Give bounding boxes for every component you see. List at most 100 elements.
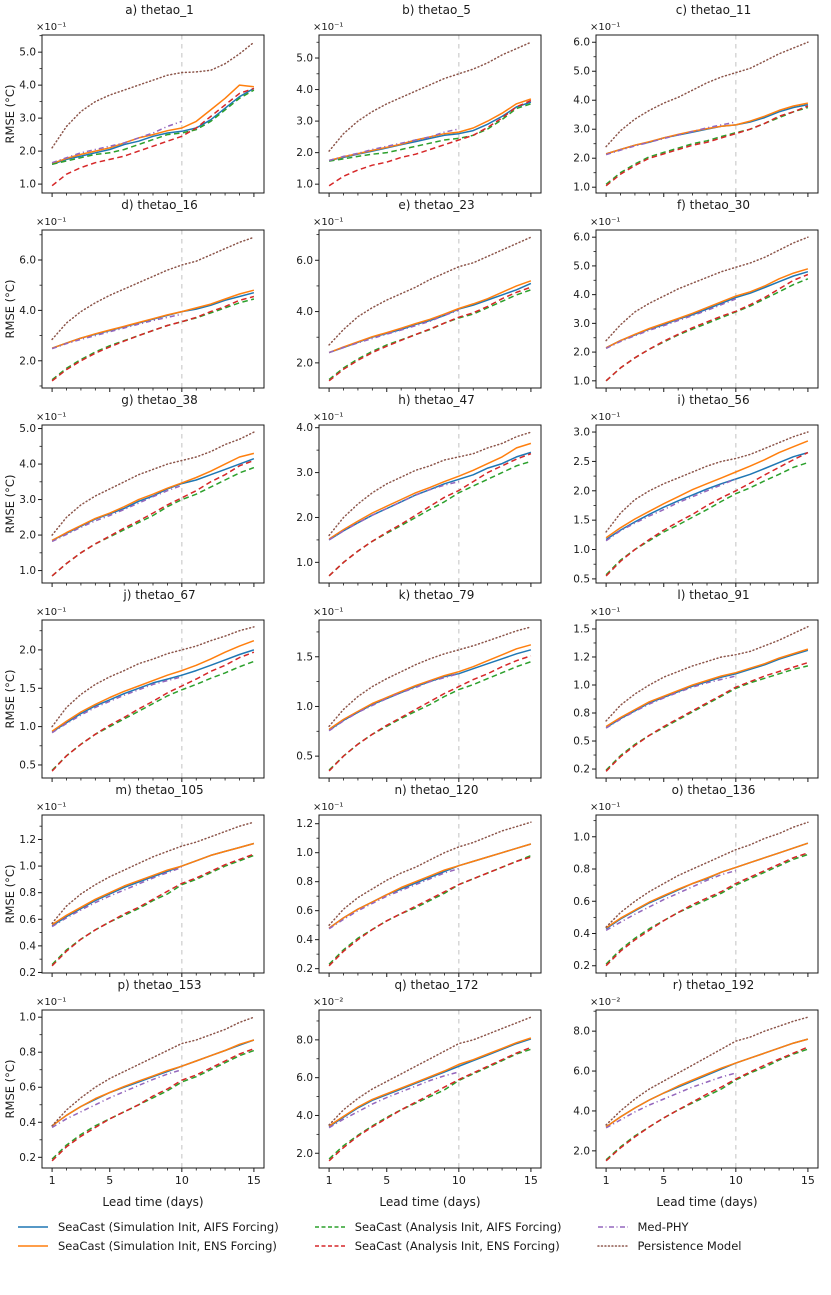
y-tick-label: 0.8 — [296, 876, 313, 888]
y-axis-offset-label: ×10⁻¹ — [36, 997, 66, 1008]
y-tick-label: 6.0 — [573, 1066, 590, 1078]
y-axis-offset-label: ×10⁻¹ — [36, 802, 66, 813]
series-line-medphy — [328, 867, 460, 930]
plot-thetao_1: 1.0 2.0 3.0 4.0 5.0 ×10⁻¹ — [19, 22, 265, 197]
y-tick-label: 6.0 — [19, 254, 36, 266]
series-line-medphy — [605, 478, 737, 542]
series-line-persistence — [51, 41, 255, 149]
subplot-title: n) thetao_120 — [394, 783, 479, 797]
y-tick-label: 1.0 — [19, 721, 36, 733]
subplot-thetao_67: j) thetao_67 0.5 1.0 1.5 2.0 ×10⁻¹ RMSE (°C) — [0, 587, 277, 782]
subplot-title: a) thetao_1 — [125, 3, 194, 17]
series-line-medphy — [51, 484, 183, 543]
series-line-medphy — [605, 675, 736, 729]
subplot-title: m) thetao_105 — [115, 783, 204, 797]
subplot-thetao_153: p) thetao_153 0.2 0.4 0.6 0.8 1.0 1 5 10 15 ×10⁻¹ R… — [0, 977, 277, 1212]
y-axis-offset-label: ×10⁻¹ — [36, 22, 66, 33]
y-tick-label: 0.6 — [296, 905, 313, 917]
y-axis-offset-label: ×10⁻¹ — [313, 217, 343, 228]
axes-box — [41, 814, 265, 974]
series-line-medphy — [51, 866, 183, 928]
plot-thetao_5: 1.0 2.0 3.0 4.0 5.0 ×10⁻¹ — [296, 22, 542, 197]
y-tick-label: 4.0 — [296, 1110, 313, 1122]
series-line-persistence — [605, 41, 809, 148]
y-tick-label: 0.8 — [19, 1047, 36, 1059]
series-line-ana_aifs — [328, 1048, 532, 1160]
series-line-ana_ens — [51, 459, 255, 577]
x-axis-label: Lead time (days) — [656, 1195, 758, 1209]
series-line-ana_aifs — [328, 854, 532, 965]
subplot-thetao_91: l) thetao_91 0.2 0.5 0.8 1.0 1.2 1.5 ×10⁻¹ — [554, 587, 831, 782]
y-tick-label: 5.0 — [296, 53, 313, 65]
y-tick-label: 2.0 — [573, 153, 590, 165]
y-tick-label: 1.2 — [296, 818, 313, 830]
subplot-title: d) thetao_16 — [121, 198, 198, 212]
series-line-ana_ens — [51, 87, 255, 187]
y-tick-label: 1.0 — [296, 179, 313, 191]
subplot-thetao_23: e) thetao_23 2.0 4.0 6.0 ×10⁻¹ — [277, 197, 554, 392]
axes-box — [318, 619, 542, 779]
series-line-ana_aifs — [51, 660, 255, 771]
axes-box — [318, 1009, 542, 1169]
y-tick-label: 6.0 — [573, 232, 590, 244]
x-tick-label: 10 — [729, 1174, 743, 1187]
subplot-thetao_105: m) thetao_105 0.2 0.4 0.6 0.8 1.0 1.2 ×10⁻¹ RMSE… — [0, 782, 277, 977]
y-tick-label: 8.0 — [573, 1026, 590, 1038]
legend-label: Med-PHY — [637, 1220, 689, 1234]
series-line-ana_ens — [328, 655, 532, 772]
subplot-thetao_120: n) thetao_120 0.2 0.4 0.6 0.8 1.0 1.2 ×10⁻¹ — [277, 782, 554, 977]
series-line-sim_ens — [328, 644, 532, 730]
legend-label: SeaCast (Simulation Init, AIFS Forcing) — [58, 1220, 279, 1234]
series-line-sim_aifs — [51, 291, 255, 349]
y-axis-offset-label: ×10⁻¹ — [590, 217, 620, 228]
series-line-sim_ens — [605, 842, 809, 929]
series-line-ana_aifs — [605, 278, 809, 382]
legend-item-sim_aifs: SeaCast (Simulation Init, AIFS Forcing) — [16, 1220, 279, 1234]
y-axis-offset-label: ×10⁻¹ — [36, 217, 66, 228]
legend-line-sample-persistence — [596, 1245, 629, 1247]
series-line-sim_aifs — [605, 270, 809, 349]
series-line-persistence — [51, 626, 255, 728]
axes-box — [41, 424, 265, 584]
x-tick-label: 10 — [175, 1174, 189, 1187]
y-tick-label: 2.0 — [19, 146, 36, 158]
y-axis-offset-label: ×10⁻¹ — [313, 412, 343, 423]
series-line-medphy — [51, 676, 182, 734]
legend-label: SeaCast (Analysis Init, AIFS Forcing) — [354, 1220, 562, 1234]
subplot-thetao_56: i) thetao_56 0.5 1.0 1.5 2.0 2.5 3.0 ×10⁻¹ — [554, 392, 831, 587]
y-tick-label: 1.0 — [296, 847, 313, 859]
y-tick-label: 3.0 — [296, 116, 313, 128]
subplot-title: f) thetao_30 — [676, 198, 751, 212]
y-axis-label: RMSE (°C) — [3, 864, 17, 924]
series-line-sim_aifs — [51, 649, 255, 733]
axes-box — [595, 814, 819, 974]
y-tick-label: 6.0 — [296, 255, 313, 267]
subplot-thetao_172: q) thetao_172 2.0 4.0 6.0 8.0 1 5 10 15 ×10⁻² Lead… — [277, 977, 554, 1212]
plot-thetao_172: 2.04.06.08.01 5 10 15×10⁻² — [296, 997, 542, 1187]
legend-column: SeaCast (Simulation Init, AIFS Forcing) S… — [16, 1220, 279, 1253]
y-tick-label: 1.0 — [573, 544, 590, 556]
x-axis-label: Lead time (days) — [379, 1195, 481, 1209]
y-tick-label: 1.0 — [573, 375, 590, 387]
y-axis-offset-label: ×10⁻¹ — [313, 802, 343, 813]
series-line-medphy — [328, 309, 460, 354]
y-tick-label: 3.0 — [19, 494, 36, 506]
series-line-medphy — [328, 128, 459, 162]
series-line-sim_aifs — [605, 451, 809, 541]
series-line-medphy — [51, 313, 182, 350]
y-tick-label: 0.6 — [19, 914, 36, 926]
plot-thetao_47: 1.0 2.0 3.0 4.0×10⁻¹ — [296, 412, 542, 587]
legend-item-ana_aifs: SeaCast (Analysis Init, AIFS Forcing) — [313, 1220, 562, 1234]
series-line-medphy — [328, 480, 459, 541]
y-tick-label: 0.4 — [573, 928, 590, 940]
axes-box — [595, 619, 819, 779]
series-line-ana_ens — [328, 452, 532, 577]
x-tick-label: 15 — [801, 1174, 815, 1187]
series-line-sim_ens — [51, 452, 255, 542]
y-tick-label: 0.6 — [573, 896, 590, 908]
charts-grid: a) thetao_1 1.0 2.0 3.0 4.0 5.0 ×10⁻¹ RMSE (°C)… — [0, 3, 831, 1212]
y-tick-label: 8.0 — [296, 1034, 313, 1046]
y-tick-label: 0.8 — [19, 887, 36, 899]
plot-thetao_136: 0.2 0.4 0.6 0.8 1.0 ×10⁻¹ — [573, 802, 819, 977]
plot-thetao_30: 1.0 2.0 3.0 4.0 5.0 6.0×10⁻¹ — [573, 217, 819, 392]
